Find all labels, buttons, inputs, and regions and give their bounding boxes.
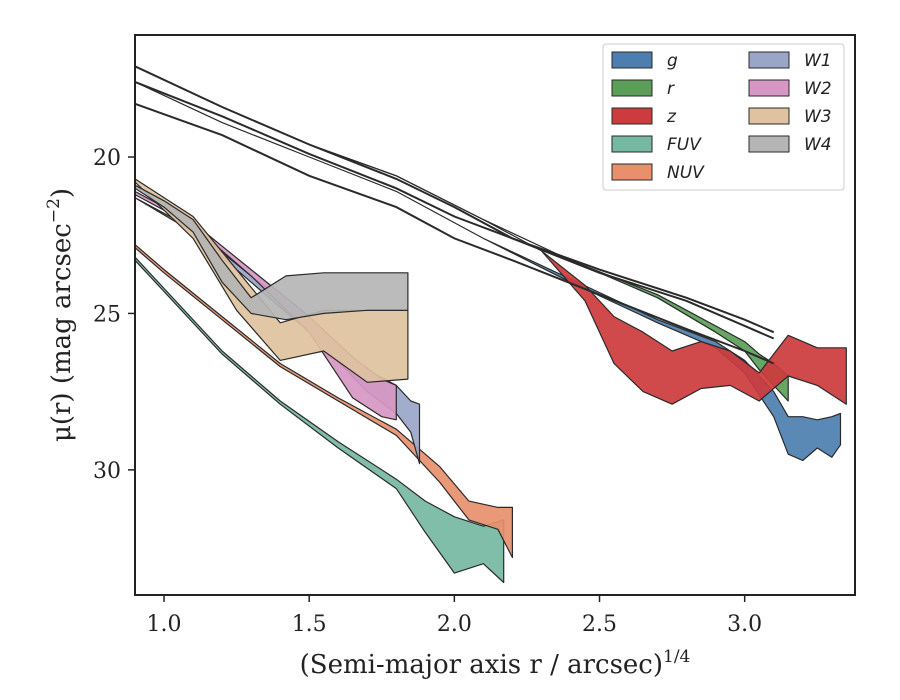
legend-label-fuv: FUV: [667, 135, 702, 155]
profile-line-2: [134, 80, 775, 334]
legend-label-nuv: NUV: [667, 163, 705, 183]
profile-line-1: [134, 65, 775, 340]
x-axis-label: (Semi-major axis r / arcsec)1/4: [300, 647, 691, 680]
x-axis-ticks: 1.0 1.5 2.0 2.5 3.0: [147, 595, 762, 637]
x-tick-label: 1.5: [292, 612, 327, 637]
legend-swatch-z: [611, 107, 653, 125]
legend-swatch-r: [611, 79, 653, 97]
x-tick-label: 2.0: [437, 612, 472, 637]
x-tick-label: 1.0: [147, 612, 182, 637]
y-axis-label: μ(r) (mag arcsec−2): [44, 188, 77, 442]
legend-label-w4: W4: [804, 135, 832, 155]
legend-swatch-w4: [748, 135, 790, 153]
legend-label-r: r: [667, 79, 675, 99]
y-axis-label-superscript: −2: [44, 198, 64, 223]
legend-swatch-g: [611, 51, 653, 69]
y-axis-ticks: 20 25 30: [93, 146, 135, 484]
band-area-w3: [134, 178, 409, 383]
band-areas: [134, 65, 847, 584]
plot-frame: [134, 34, 856, 596]
x-tick-label: 2.5: [582, 612, 617, 637]
y-tick-label: 25: [93, 302, 121, 327]
legend-swatch-nuv: [611, 163, 653, 181]
legend-swatch-w1: [748, 51, 790, 69]
legend-swatch-fuv: [611, 135, 653, 153]
legend-swatch-w3: [748, 107, 790, 125]
legend-label-z: z: [666, 107, 677, 127]
legend: grz FUV NUV W1 W2 W3 W4: [602, 43, 845, 191]
band-area-fuv: [134, 256, 505, 584]
y-tick-label: 20: [93, 146, 121, 171]
x-tick-label: 3.0: [727, 612, 762, 637]
legend-label-w2: W2: [804, 79, 832, 99]
band-area-z: [134, 65, 847, 405]
legend-swatch-w2: [748, 79, 790, 97]
band-area-nuv: [134, 244, 514, 559]
profile-line-3: [134, 102, 775, 365]
legend-label-w1: W1: [804, 51, 832, 71]
profile-lines: [134, 65, 775, 365]
y-tick-label: 30: [93, 459, 121, 484]
band-area-w4: [134, 184, 409, 321]
legend-label-w3: W3: [804, 107, 832, 127]
legend-label-g: g: [667, 51, 678, 71]
x-axis-label-superscript: 1/4: [663, 647, 690, 667]
